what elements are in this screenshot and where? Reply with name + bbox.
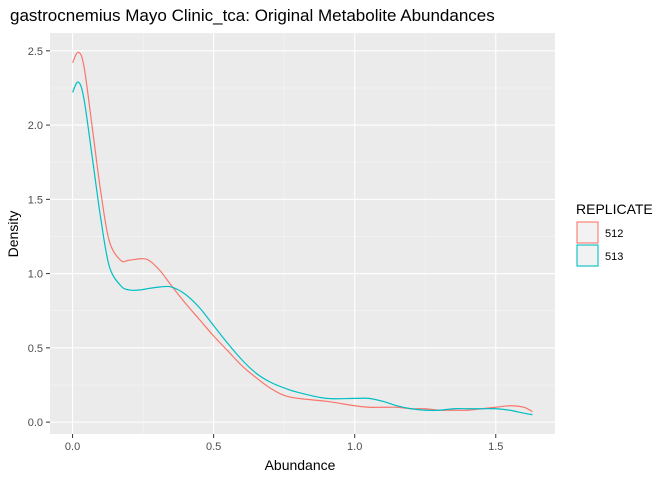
x-tick-label: 1.5: [488, 441, 503, 453]
chart-title: gastrocnemius Mayo Clinic_tca: Original …: [10, 6, 495, 25]
x-tick-label: 0.5: [206, 441, 221, 453]
y-axis: 0.0 0.5 1.0 1.5 2.0 2.5: [28, 46, 50, 429]
plot-panel: [50, 33, 555, 434]
legend-key-512: [576, 221, 599, 244]
x-axis: 0.0 0.5 1.0 1.5: [65, 434, 503, 453]
density-line-512: [72, 51, 533, 413]
x-tick-label: 1.0: [347, 441, 362, 453]
x-axis-title: Abundance: [265, 457, 336, 473]
legend-title: REPLICATE: [576, 201, 653, 217]
y-tick-label: 2.0: [28, 120, 43, 132]
major-gridlines: [50, 33, 555, 434]
density-line-513: [72, 81, 533, 416]
legend-key-513: [576, 244, 599, 267]
y-tick-label: 2.5: [28, 46, 43, 58]
legend: REPLICATE 512 513: [576, 201, 653, 267]
y-tick-label: 0.0: [28, 417, 43, 429]
legend-items: 512 513: [576, 221, 623, 267]
y-tick-label: 0.5: [28, 343, 43, 355]
legend-item-512: 512: [576, 221, 623, 244]
y-axis-title: Density: [5, 211, 21, 258]
x-tick-label: 0.0: [65, 441, 80, 453]
legend-item-513: 513: [576, 244, 623, 267]
series-lines: [72, 51, 533, 416]
legend-label-512: 512: [605, 228, 623, 240]
minor-gridlines: [50, 33, 555, 434]
y-tick-label: 1.0: [28, 269, 43, 281]
legend-label-513: 513: [605, 251, 623, 263]
y-tick-label: 1.5: [28, 194, 43, 206]
